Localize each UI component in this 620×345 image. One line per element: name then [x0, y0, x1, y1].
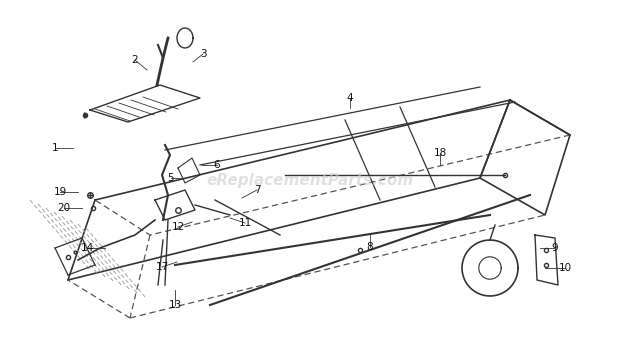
Text: 19: 19 — [53, 187, 66, 197]
Text: 20: 20 — [58, 203, 71, 213]
Text: 10: 10 — [559, 263, 572, 273]
Text: 13: 13 — [169, 300, 182, 310]
Text: 17: 17 — [156, 262, 169, 272]
Text: 11: 11 — [238, 218, 252, 228]
Text: 8: 8 — [366, 242, 373, 252]
Text: 7: 7 — [254, 185, 260, 195]
Text: 6: 6 — [214, 160, 220, 170]
Text: 18: 18 — [433, 148, 446, 158]
Text: eReplacementParts.com: eReplacementParts.com — [206, 172, 414, 187]
Text: 9: 9 — [552, 243, 559, 253]
Text: 14: 14 — [81, 243, 94, 253]
Text: 5: 5 — [167, 173, 174, 183]
Text: 1: 1 — [51, 143, 58, 153]
Text: 2: 2 — [131, 55, 138, 65]
Text: 12: 12 — [171, 222, 185, 232]
Text: 4: 4 — [347, 93, 353, 103]
Text: 3: 3 — [200, 49, 206, 59]
